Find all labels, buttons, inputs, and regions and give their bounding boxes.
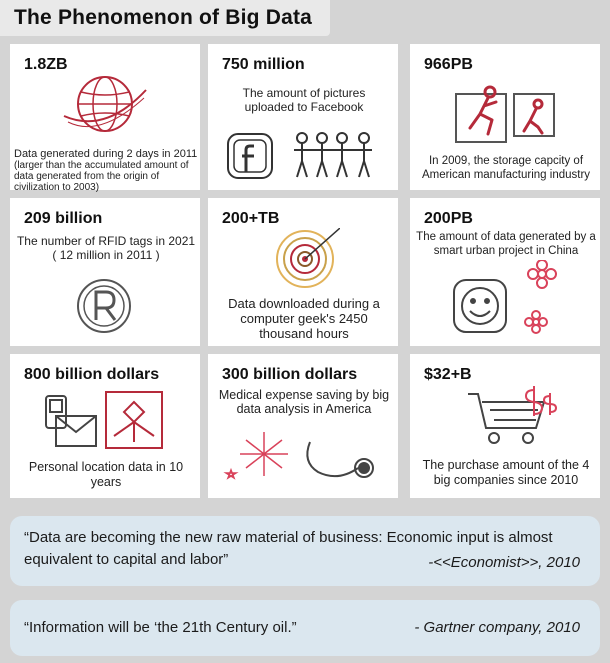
title-banner: The Phenomenon of Big Data [0,0,330,36]
stat-card-medical: 300 billion dollars Medical expense savi… [208,354,398,498]
flower-icon [524,260,557,334]
quote-text: “Data are becoming the new raw material … [24,529,553,568]
stat-value: 750 million [208,54,321,76]
stat-description: Personal location data in 10 years [28,460,184,489]
smiley-flower-icon [453,260,557,334]
facebook-icon [227,133,273,179]
stat-subtext: ( 12 million in 2011 ) [52,248,160,262]
stat-description: Data generated during 2 days in 2011 [14,148,198,160]
quote-source: -<<Economist>>, 2010 [428,554,580,571]
smiley-icon [453,279,507,333]
stat-description: Medical expense saving by big data analy… [218,388,390,416]
stat-value: 966PB [410,54,489,76]
quote-economist: “Data are becoming the new raw material … [10,516,600,586]
stat-value: 800 billion dollars [10,364,176,386]
stats-grid: 1.8ZB Data generated during 2 days in 20… [0,36,610,506]
fireworks-icon [223,432,288,480]
stat-description: In 2009, the storage capcity of American… [421,155,591,181]
stat-value: 200PB [410,208,489,230]
stat-card-smart-urban: 200PB The amount of data generated by a … [410,198,600,346]
stat-card-location: 800 billion dollars Personal location da… [10,354,200,498]
globe-icon [63,76,147,132]
map-icon [105,391,163,449]
quote-text: “Information will be ‘the 21th Century o… [24,619,297,636]
cart-dollar-icon [468,386,558,444]
stat-description: The amount of data generated by a smart … [416,231,596,257]
target-icon [276,228,340,288]
page-title: The Phenomenon of Big Data [14,6,313,29]
stat-value: 300 billion dollars [208,364,374,386]
stat-description: The purchase amount of the 4 big compani… [422,458,590,487]
stat-description: The number of RFID tags in 2021 [16,234,196,248]
quote-gartner: “Information will be ‘the 21th Century o… [10,600,600,656]
stat-card-download: 200+TB Data downloaded during a computer… [208,198,398,346]
people-icon [294,132,372,178]
stat-value: 209 billion [10,208,119,230]
stat-card-facebook: 750 million The amount of pictures uploa… [208,44,398,190]
stat-description: Data downloaded during a computer geek's… [228,296,380,341]
stat-description: The amount of pictures uploaded to Faceb… [242,86,366,114]
quote-source: - Gartner company, 2010 [414,619,580,636]
stat-value: $32+B [410,364,488,386]
stethoscope-icon [306,441,374,478]
phone-envelope-map-icon [45,391,163,449]
stat-value: 200+TB [208,208,296,230]
stat-card-rfid: 209 billion The number of RFID tags in 2… [10,198,200,346]
rfid-icon [77,279,131,333]
stat-card-storage: 966PB In 2009, the storage capcity of Am… [410,44,600,190]
fireworks-stethoscope-icon [223,432,374,480]
stat-card-purchase: $32+B The purchase amount of the 4 big c… [410,354,600,498]
runner-icon [455,85,555,143]
envelope-icon [55,415,97,447]
stat-value: 1.8ZB [10,54,84,76]
stat-card-data-2days: 1.8ZB Data generated during 2 days in 20… [10,44,200,193]
facebook-people-icon [227,132,372,179]
stat-subtext: (larger than the accumulated amount of d… [14,160,189,193]
dollar-icon [524,386,558,416]
